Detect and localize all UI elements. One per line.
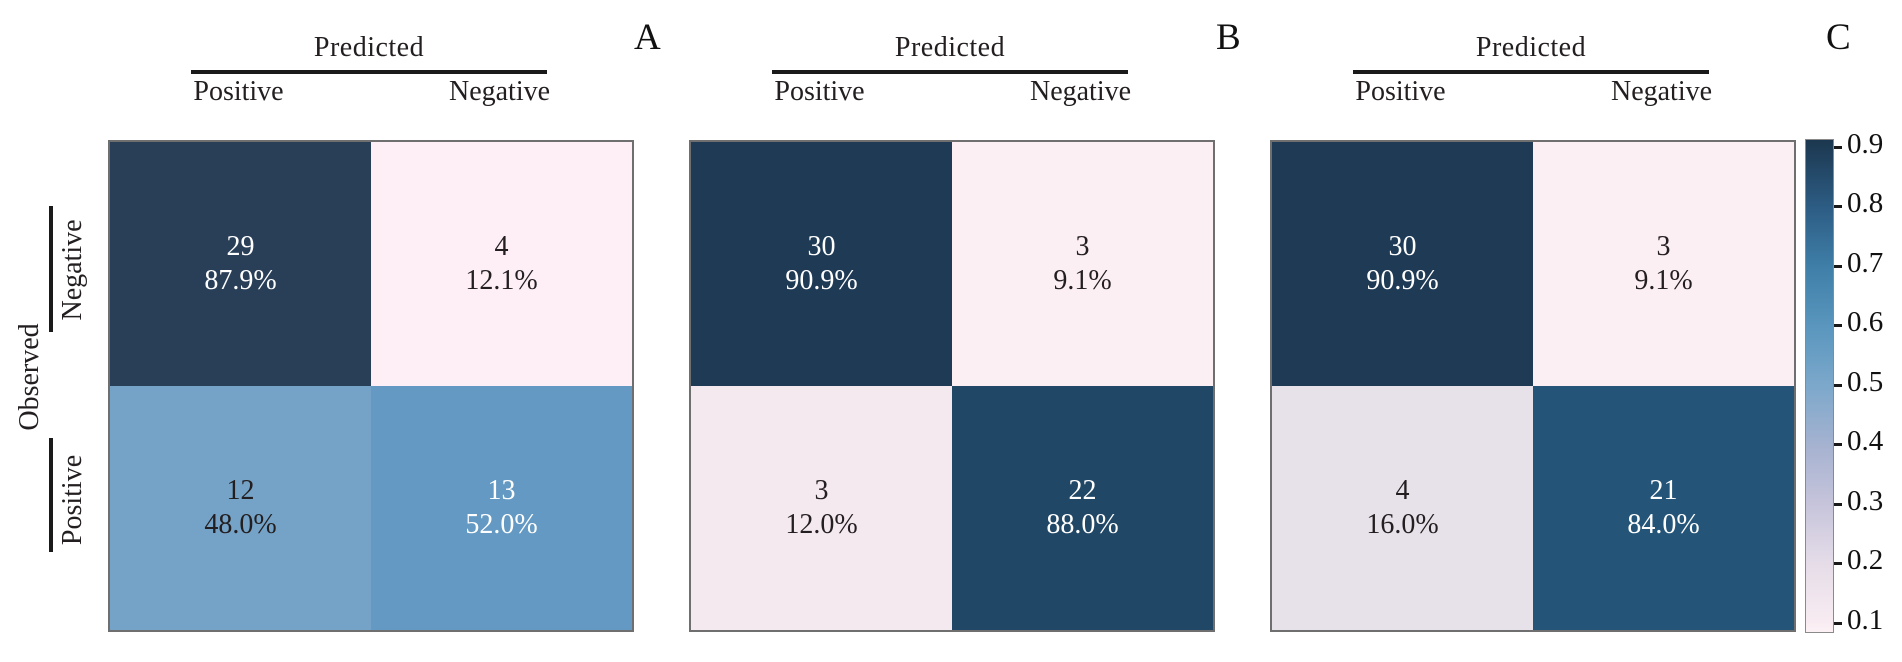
colorbar-tick-mark [1834, 443, 1842, 446]
panel-b-cell-obs-positive-pred-positive: 3 12.0% [691, 386, 952, 630]
panel-a-predicted-title: Predicted [313, 32, 425, 63]
panel-c-predicted-underline [1353, 70, 1709, 74]
cell-percent: 90.9% [785, 265, 858, 296]
cell-count: 13 [487, 474, 516, 506]
cell-percent: 9.1% [1634, 265, 1693, 296]
panel-b-cell-obs-negative-pred-negative: 3 9.1% [952, 142, 1213, 386]
cell-count: 12 [226, 474, 255, 506]
panel-a-row-negative-underline [49, 206, 53, 332]
panel-b-cell-obs-positive-pred-negative: 22 88.0% [952, 386, 1213, 630]
panel-c-cell-obs-positive-pred-negative: 21 84.0% [1533, 386, 1794, 630]
cell-percent: 12.0% [785, 509, 858, 540]
panel-c-predicted-title: Predicted [1475, 32, 1587, 63]
colorbar-tick-label: 0.3 [1847, 485, 1884, 517]
panel-a-col-positive-label: Positive [193, 76, 284, 107]
panel-a-observed-axis-title: Observed [14, 323, 45, 431]
colorbar-tick-label: 0.7 [1847, 247, 1884, 279]
colorbar-tick-mark [1834, 146, 1842, 149]
cell-percent: 48.0% [204, 509, 277, 540]
panel-a-matrix: 29 87.9% 4 12.1% 12 48.0% 13 52.0% [108, 140, 634, 632]
panel-a-cell-obs-negative-pred-negative: 4 12.1% [371, 142, 632, 386]
colorbar-tick-mark [1834, 503, 1842, 506]
panel-a-predicted-underline [191, 70, 547, 74]
cell-percent: 87.9% [204, 265, 277, 296]
cell-count: 3 [814, 474, 829, 506]
cell-count: 3 [1075, 230, 1090, 262]
panel-c-col-positive-label: Positive [1355, 76, 1446, 107]
panel-c-matrix: 30 90.9% 3 9.1% 4 16.0% 21 84.0% [1270, 140, 1796, 632]
panel-c-letter: C [1826, 17, 1851, 58]
cell-count: 3 [1656, 230, 1671, 262]
colorbar-tick-mark [1834, 324, 1842, 327]
cell-percent: 12.1% [465, 265, 538, 296]
panel-b-col-positive-label: Positive [774, 76, 865, 107]
colorbar-tick-label: 0.5 [1847, 366, 1884, 398]
panel-b-matrix: 30 90.9% 3 9.1% 3 12.0% 22 88.0% [689, 140, 1215, 632]
cell-count: 29 [226, 230, 255, 262]
panel-c-cell-obs-negative-pred-negative: 3 9.1% [1533, 142, 1794, 386]
cell-percent: 90.9% [1366, 265, 1439, 296]
colorbar-tick-label: 0.1 [1847, 604, 1884, 636]
cell-percent: 16.0% [1366, 509, 1439, 540]
colorbar-gradient [1805, 139, 1834, 633]
cell-percent: 84.0% [1627, 509, 1700, 540]
colorbar-tick-label: 0.4 [1847, 425, 1884, 457]
cell-count: 30 [1388, 230, 1417, 262]
cell-count: 4 [1395, 474, 1410, 506]
panel-a-letter: A [634, 17, 661, 58]
panel-b-predicted-title: Predicted [894, 32, 1006, 63]
panel-c-cell-obs-negative-pred-positive: 30 90.9% [1272, 142, 1533, 386]
cell-percent: 52.0% [465, 509, 538, 540]
panel-a-row-negative-label: Negative [57, 219, 88, 321]
colorbar-tick-label: 0.6 [1847, 306, 1884, 338]
colorbar-tick-label: 0.8 [1847, 187, 1884, 219]
cell-count: 22 [1068, 474, 1097, 506]
panel-b-predicted-underline [772, 70, 1128, 74]
panel-b-col-negative-label: Negative [1029, 76, 1132, 107]
colorbar-tick-mark [1834, 205, 1842, 208]
cell-count: 21 [1649, 474, 1678, 506]
cell-count: 30 [807, 230, 836, 262]
panel-a-col-negative-label: Negative [448, 76, 551, 107]
panel-a-cell-obs-positive-pred-positive: 12 48.0% [110, 386, 371, 630]
panel-a-cell-obs-positive-pred-negative: 13 52.0% [371, 386, 632, 630]
colorbar-tick-label: 0.9 [1847, 128, 1884, 160]
cell-percent: 88.0% [1046, 509, 1119, 540]
panel-b-letter: B [1216, 17, 1241, 58]
colorbar-tick-mark [1834, 384, 1842, 387]
cell-percent: 9.1% [1053, 265, 1112, 296]
colorbar-tick-mark [1834, 265, 1842, 268]
panel-a-row-positive-underline [49, 438, 53, 552]
colorbar-tick-mark [1834, 562, 1842, 565]
colorbar-tick-mark [1834, 622, 1842, 625]
panel-c-cell-obs-positive-pred-positive: 4 16.0% [1272, 386, 1533, 630]
panel-b-cell-obs-negative-pred-positive: 30 90.9% [691, 142, 952, 386]
colorbar: 0.9 0.8 0.7 0.6 0.5 0.4 0.3 0.2 0.1 [1805, 128, 1902, 636]
panel-a-row-positive-label: Positive [57, 454, 88, 546]
colorbar-tick-label: 0.2 [1847, 544, 1884, 576]
panel-a-cell-obs-negative-pred-positive: 29 87.9% [110, 142, 371, 386]
panel-c-col-negative-label: Negative [1610, 76, 1713, 107]
cell-count: 4 [494, 230, 509, 262]
